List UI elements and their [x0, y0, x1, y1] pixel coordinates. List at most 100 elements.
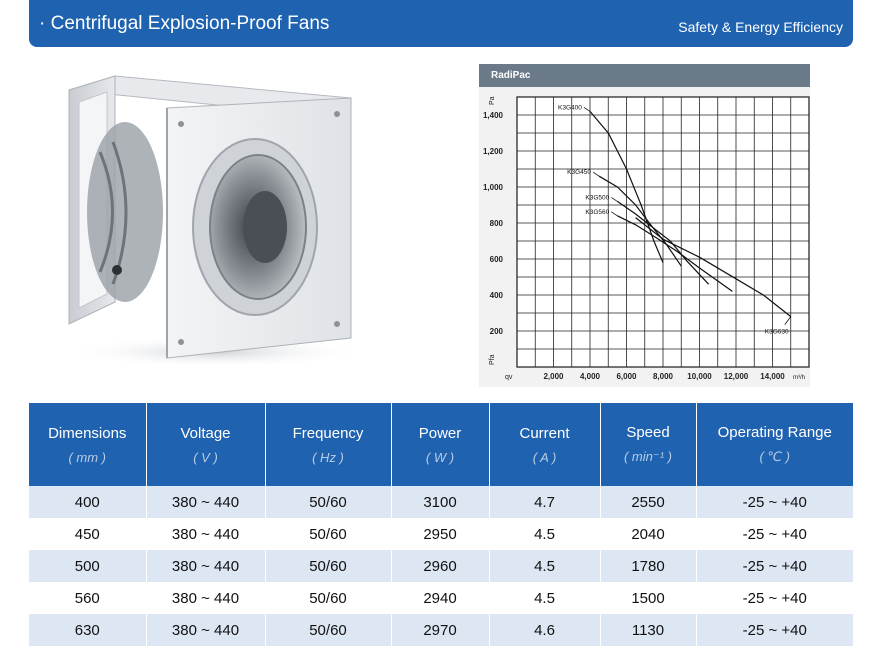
series-line	[589, 111, 664, 263]
column-header: Speed ( min⁻¹ )	[599, 403, 696, 486]
table-cell: 380 ~ 440	[145, 518, 265, 550]
table-row: 500 380 ~ 440 50/60 2960 4.5 1780 -25 ~ +40	[29, 550, 853, 582]
table-cell: 400	[29, 486, 146, 518]
performance-chart-svg: 1,400 1,200 1,000 800 600 400 200 2,000 4,000 6,0…	[483, 96, 810, 381]
table-cell: 380 ~ 440	[145, 614, 265, 646]
column-header-label: Current	[519, 424, 570, 442]
table-cell: 50/60	[264, 582, 391, 614]
series-label: K3G400	[558, 104, 582, 111]
column-header-label: Voltage	[180, 424, 231, 442]
column-header: Operating Range ( ℃ )	[695, 403, 853, 486]
series-label: K3G500	[585, 194, 609, 201]
table-cell: 50/60	[264, 486, 391, 518]
header-banner: · Centrifugal Explosion-Proof Fans Safet…	[29, 0, 853, 47]
series-label: K3G450	[567, 169, 591, 176]
y-tick-label: 1,400	[483, 111, 504, 120]
x-tick-label: 4,000	[580, 372, 601, 381]
table-cell: 560	[29, 582, 146, 614]
table-cell: 50/60	[264, 518, 391, 550]
series-line	[617, 215, 733, 292]
y-tick-label: 800	[490, 219, 504, 228]
table-row: 560 380 ~ 440 50/60 2940 4.5 1500 -25 ~ +40	[29, 582, 853, 614]
series-line	[617, 200, 710, 285]
x-tick-label: 12,000	[724, 372, 749, 381]
table-cell: 4.6	[488, 614, 600, 646]
table-cell: 2550	[599, 486, 696, 518]
table-cell: 500	[29, 550, 146, 582]
table-cell: 50/60	[264, 550, 391, 582]
column-header-unit: ( A )	[532, 449, 557, 465]
series-label-leader	[592, 171, 600, 177]
series-label: K3G630	[765, 329, 789, 336]
table-cell: 2950	[390, 518, 489, 550]
column-header-unit: ( ℃ )	[759, 449, 790, 464]
table-cell: 2940	[390, 582, 489, 614]
column-header-label: Operating Range	[717, 424, 832, 441]
table-cell: 50/60	[264, 614, 391, 646]
y-tick-label: 400	[490, 291, 504, 300]
column-header-label: Frequency	[292, 424, 364, 442]
y-tick-label: 1,000	[483, 183, 504, 192]
column-header-unit: ( min⁻¹ )	[623, 449, 673, 464]
chart-header: RadiPac	[479, 64, 810, 87]
table-cell: 4.7	[488, 486, 600, 518]
table-cell: -25 ~ +40	[695, 486, 853, 518]
table-cell: 3100	[390, 486, 489, 518]
series-line	[635, 217, 792, 318]
table-cell: 380 ~ 440	[145, 550, 265, 582]
column-header-label: Dimensions	[48, 424, 127, 442]
series-label-leader	[611, 211, 618, 217]
table-row: 400 380 ~ 440 50/60 3100 4.7 2550 -25 ~ +40	[29, 486, 853, 518]
column-header-unit: ( V )	[193, 449, 218, 465]
table-cell: -25 ~ +40	[695, 518, 853, 550]
spec-table-body: 400 380 ~ 440 50/60 3100 4.7 2550 -25 ~ +40 450…	[29, 486, 853, 646]
x-axis-label: qv	[505, 374, 513, 381]
table-cell: -25 ~ +40	[695, 550, 853, 582]
fan-product-image	[55, 62, 375, 374]
column-header-unit: ( W )	[425, 449, 455, 465]
series-label-leader	[611, 197, 618, 202]
series-label: K3G560	[585, 209, 609, 216]
column-header-label: Power	[418, 424, 462, 442]
column-header-label: Speed	[626, 424, 670, 441]
x-tick-label: 14,000	[760, 372, 785, 381]
spec-table: Dimensions ( mm ) Voltage ( V ) Frequency ( H…	[29, 403, 853, 646]
table-cell: 450	[29, 518, 146, 550]
series-label-leader	[784, 316, 792, 325]
table-cell: 630	[29, 614, 146, 646]
table-cell: -25 ~ +40	[695, 582, 853, 614]
x-tick-label: 10,000	[687, 372, 712, 381]
table-cell: 4.5	[488, 550, 600, 582]
chart-header-label: RadiPac	[491, 70, 531, 81]
table-cell: 1780	[599, 550, 696, 582]
table-row: 630 380 ~ 440 50/60 2970 4.6 1130 -25 ~ +40	[29, 614, 853, 646]
table-cell: 4.5	[488, 518, 600, 550]
x-tick-label: 6,000	[616, 372, 637, 381]
table-cell: -25 ~ +40	[695, 614, 853, 646]
page-tagline: Safety & Energy Efficiency	[678, 19, 843, 35]
table-cell: 380 ~ 440	[145, 486, 265, 518]
x-tick-label: 8,000	[653, 372, 674, 381]
page-title: · Centrifugal Explosion-Proof Fans	[39, 13, 330, 34]
column-header: Current ( A )	[488, 403, 600, 486]
y-axis-label: Pa	[489, 96, 496, 105]
column-header: Dimensions ( mm )	[29, 403, 146, 486]
column-header-unit: ( mm )	[68, 449, 107, 465]
table-cell: 2960	[390, 550, 489, 582]
series-line	[598, 175, 682, 267]
x-tick-label: 2,000	[543, 372, 564, 381]
table-cell: 1130	[599, 614, 696, 646]
table-cell: 4.5	[488, 582, 600, 614]
table-cell: 2970	[390, 614, 489, 646]
column-header: Voltage ( V )	[145, 403, 265, 486]
series-label-leader	[583, 107, 591, 112]
performance-chart: 1,400 1,200 1,000 800 600 400 200 2,000 4,000 6,0…	[479, 64, 810, 387]
column-header: Frequency ( Hz )	[264, 403, 391, 486]
table-cell: 380 ~ 440	[145, 582, 265, 614]
y-axis-label-bottom: Pfa	[489, 354, 496, 365]
spec-table-header-row: Dimensions ( mm ) Voltage ( V ) Frequency ( H…	[29, 403, 853, 486]
y-tick-label: 1,200	[483, 147, 504, 156]
table-cell: 2040	[599, 518, 696, 550]
x-axis-unit: m³/h	[793, 375, 805, 381]
column-header-unit: ( Hz )	[312, 449, 344, 465]
